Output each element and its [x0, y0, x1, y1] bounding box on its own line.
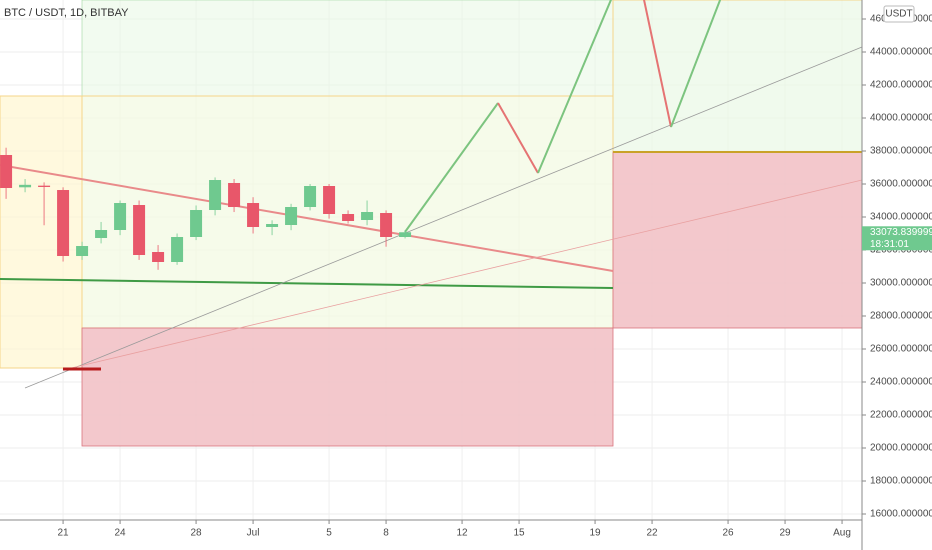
y-tick-label: 30000.000000	[870, 278, 932, 289]
x-tick-label: 22	[646, 528, 658, 539]
y-tick-label: 18000.000000	[870, 476, 932, 487]
y-tick-label: 28000.000000	[870, 311, 932, 322]
countdown: 18:31:01	[870, 239, 909, 250]
candle-body	[266, 223, 279, 228]
zone	[0, 95, 83, 369]
trend-line	[24, 46, 863, 389]
y-tick-label: 22000.000000	[870, 410, 932, 421]
candle-body	[38, 185, 51, 187]
candle-body	[133, 205, 146, 256]
drawings	[0, 0, 863, 447]
last-price-tag	[862, 226, 932, 251]
candle-body	[171, 236, 184, 262]
x-tick-label: Jul	[247, 528, 260, 539]
zone	[81, 95, 614, 329]
candle-body	[342, 213, 355, 221]
candle-body	[95, 230, 108, 239]
last-price-label: 33073.839999	[870, 227, 932, 238]
projection	[670, 0, 722, 128]
candle-body	[399, 232, 412, 237]
candle-body	[323, 185, 336, 214]
candle-body	[247, 203, 260, 228]
candle-body	[190, 210, 203, 237]
x-tick-label: 29	[779, 528, 791, 539]
trend-line	[0, 164, 614, 272]
candle-body	[304, 185, 317, 208]
price-axis	[862, 0, 932, 520]
candle-body	[19, 184, 32, 188]
x-tick-label: 5	[326, 528, 332, 539]
time-axis	[0, 520, 932, 550]
candle-body	[361, 212, 374, 221]
x-tick-label: Aug	[833, 528, 851, 539]
chart-title: BTC / USDT, 1D, BITBAY	[4, 7, 129, 19]
x-tick-label: 28	[191, 528, 203, 539]
x-tick-label: 19	[589, 528, 601, 539]
candle-body	[209, 180, 222, 211]
candles	[0, 147, 412, 270]
y-tick-label: 20000.000000	[870, 443, 932, 454]
candle-body	[152, 251, 165, 262]
y-tick-label: 24000.000000	[870, 377, 932, 388]
candle-body	[76, 246, 89, 257]
candle-body	[380, 213, 393, 237]
zone	[612, 151, 863, 329]
zone	[612, 0, 863, 153]
candle-body	[114, 203, 127, 231]
candle-body	[228, 182, 241, 208]
candle-body	[0, 154, 13, 188]
x-tick-label: 26	[722, 528, 734, 539]
projection	[404, 102, 499, 233]
x-tick-label: 8	[383, 528, 389, 539]
x-tick-label: 24	[115, 528, 127, 539]
x-tick-label: 12	[457, 528, 469, 539]
currency-box[interactable]	[883, 5, 915, 23]
trend-line	[0, 278, 614, 289]
y-tick-label: 40000.000000	[870, 113, 932, 124]
y-tick-label: 36000.000000	[870, 179, 932, 190]
y-tick-label: 44000.000000	[870, 47, 932, 58]
y-tick-label: 26000.000000	[870, 344, 932, 355]
candle-body	[285, 207, 298, 226]
projection	[537, 0, 612, 174]
trend-line	[62, 179, 863, 371]
x-tick-label: 15	[513, 528, 525, 539]
zone	[81, 327, 614, 447]
y-tick-label: 38000.000000	[870, 146, 932, 157]
candle-body	[57, 190, 70, 257]
projection	[643, 0, 672, 128]
x-tick-label: 21	[58, 528, 70, 539]
y-tick-label: 16000.000000	[870, 509, 932, 520]
projection	[497, 102, 539, 174]
y-tick-label: 42000.000000	[870, 80, 932, 91]
zone	[81, 0, 614, 329]
currency: USDT	[885, 9, 912, 20]
axes: 16000.000000 18000.000000 20000.000000 2200…	[58, 14, 932, 539]
y-tick-label: 34000.000000	[870, 212, 932, 223]
